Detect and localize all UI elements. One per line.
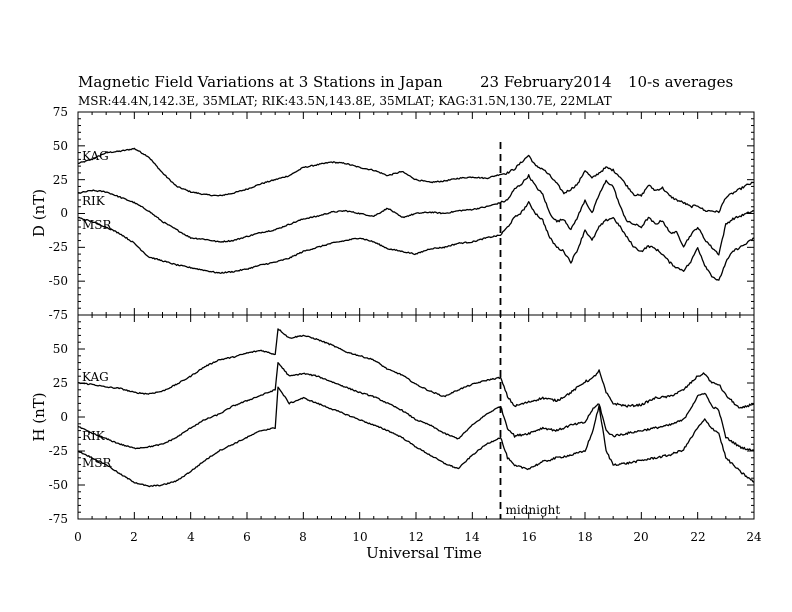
d-ytick-label: -50 bbox=[49, 274, 68, 288]
x-tick-label: 22 bbox=[690, 530, 705, 544]
d-series-label-rik: RIK bbox=[82, 194, 106, 208]
x-tick-label: 16 bbox=[521, 530, 536, 544]
h-panel-frame bbox=[77, 314, 755, 520]
x-tick-label: 2 bbox=[130, 530, 138, 544]
h-ytick-label: -75 bbox=[49, 512, 68, 526]
series-line-h-msr bbox=[77, 386, 755, 488]
x-tick-label: 18 bbox=[577, 530, 592, 544]
chart-averaging: 10-s averages bbox=[628, 73, 733, 91]
data-traces bbox=[77, 147, 755, 488]
chart-title: Magnetic Field Variations at 3 Stations … bbox=[78, 73, 443, 91]
h-ytick-label: 0 bbox=[60, 410, 68, 424]
x-tick-label: 8 bbox=[299, 530, 307, 544]
x-tick-label: 12 bbox=[408, 530, 423, 544]
series-line-d-kag bbox=[77, 147, 755, 214]
d-ytick-label: 0 bbox=[60, 206, 68, 220]
x-axis-label: Universal Time bbox=[366, 544, 482, 562]
x-tick-label: 0 bbox=[74, 530, 82, 544]
series-line-d-msr bbox=[77, 201, 755, 281]
series-line-h-kag bbox=[77, 328, 755, 409]
x-tick-label: 20 bbox=[633, 530, 648, 544]
x-tick-label: 4 bbox=[187, 530, 195, 544]
x-tick-label: 24 bbox=[746, 530, 762, 544]
d-ytick-label: -25 bbox=[49, 240, 68, 254]
d-ytick-label: -75 bbox=[49, 308, 68, 322]
midnight-label: midnight bbox=[506, 503, 561, 517]
h-ytick-label: -25 bbox=[49, 444, 68, 458]
series-line-h-rik bbox=[77, 362, 755, 452]
x-tick-label: 10 bbox=[352, 530, 367, 544]
d-ytick-label: 25 bbox=[53, 173, 68, 187]
chart-subtitle: MSR:44.4N,142.3E, 35MLAT; RIK:43.5N,143.… bbox=[78, 94, 612, 108]
x-tick-label: 6 bbox=[243, 530, 251, 544]
d-series-label-msr: MSR bbox=[82, 218, 113, 232]
h-ytick-label: 50 bbox=[53, 342, 68, 356]
d-series-label-kag: KAG bbox=[82, 149, 109, 163]
h-series-label-kag: KAG bbox=[82, 370, 109, 384]
d-ytick-label: 75 bbox=[53, 105, 68, 119]
h-series-label-msr: MSR bbox=[82, 456, 113, 470]
x-tick-label: 14 bbox=[464, 530, 480, 544]
h-ytick-label: 25 bbox=[53, 376, 68, 390]
h-ytick-label: -50 bbox=[49, 478, 68, 492]
d-ytick-label: 50 bbox=[53, 139, 68, 153]
h-panel-ylabel: H (nT) bbox=[30, 392, 48, 441]
h-series-label-rik: RIK bbox=[82, 429, 106, 443]
tick-marks bbox=[77, 111, 755, 520]
series-line-d-rik bbox=[77, 174, 754, 256]
chart-date: 23 February2014 bbox=[480, 73, 612, 91]
d-panel-ylabel: D (nT) bbox=[30, 189, 48, 237]
